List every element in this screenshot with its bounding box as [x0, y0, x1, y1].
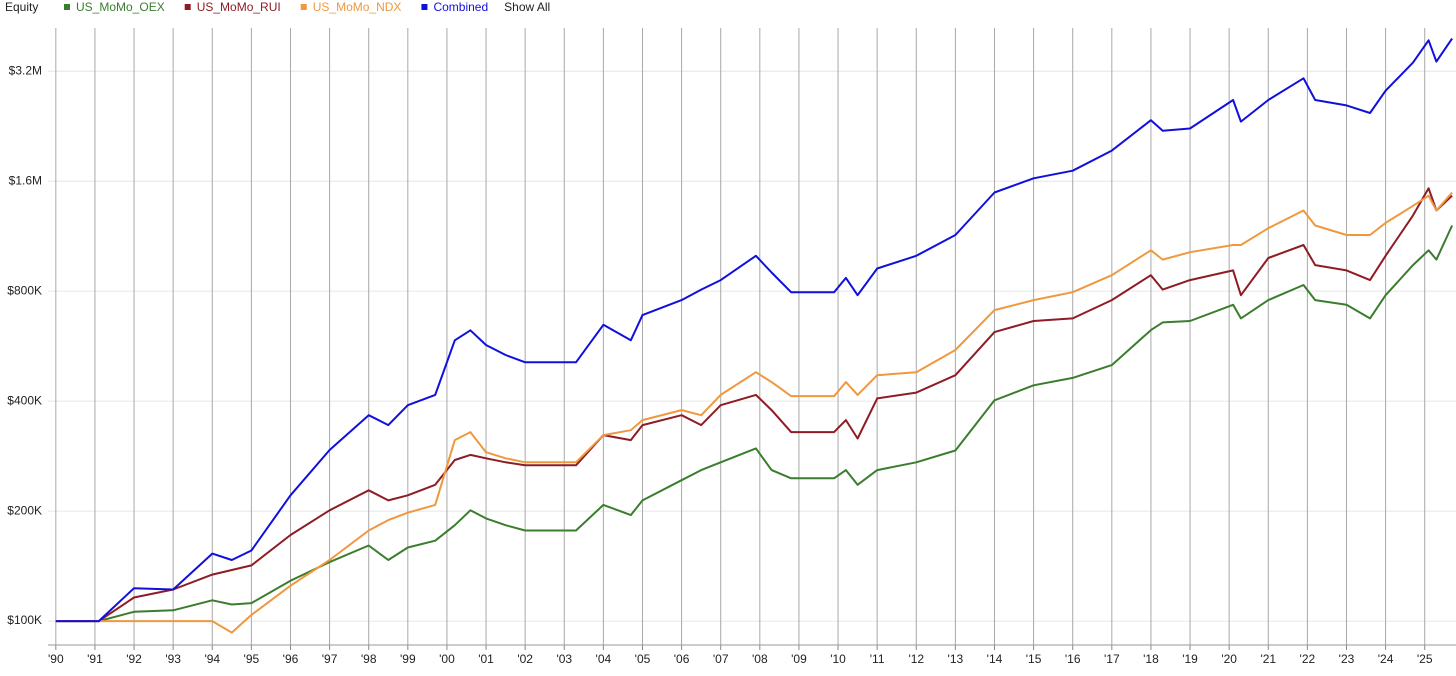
x-tick-label: '11: [870, 652, 885, 666]
y-tick-label: $800K: [7, 283, 42, 297]
x-tick-label: '08: [752, 652, 768, 666]
x-tick-label: '02: [517, 652, 533, 666]
x-tick-label: '01: [478, 652, 494, 666]
x-tick-label: '14: [987, 652, 1003, 666]
x-tick-label: '05: [635, 652, 651, 666]
x-tick-label: '04: [596, 652, 612, 666]
x-tick-label: '98: [361, 652, 377, 666]
legend-swatch: [300, 4, 307, 10]
legend-item[interactable]: US_MoMo_OEX: [76, 0, 165, 14]
legend-swatch: [421, 4, 428, 10]
x-tick-label: '22: [1300, 652, 1316, 666]
chart-title: Equity: [5, 0, 38, 14]
x-tick-label: '92: [126, 652, 142, 666]
show-all-button[interactable]: Show All: [504, 0, 550, 14]
y-tick-label: $100K: [7, 613, 42, 627]
x-tick-label: '95: [244, 652, 260, 666]
x-tick-label: '91: [87, 652, 103, 666]
x-tick-label: '00: [439, 652, 455, 666]
y-tick-label: $1.6M: [9, 173, 42, 187]
legend-swatch: [184, 4, 191, 10]
x-tick-label: '21: [1260, 652, 1276, 666]
x-tick-label: '07: [713, 652, 729, 666]
x-tick-label: '18: [1143, 652, 1159, 666]
series-line: [55, 38, 1453, 623]
x-tick-label: '10: [830, 652, 846, 666]
legend-swatch: [64, 4, 70, 10]
series-line: [55, 187, 1453, 623]
y-tick-label: $200K: [7, 503, 42, 517]
x-tick-label: '16: [1065, 652, 1081, 666]
legend-item[interactable]: Combined: [433, 0, 488, 14]
x-tick-label: '09: [791, 652, 807, 666]
y-tick-label: $3.2M: [9, 63, 42, 77]
y-tick-label: $400K: [7, 393, 42, 407]
x-tick-label: '90: [48, 652, 64, 666]
legend-item[interactable]: US_MoMo_NDX: [313, 0, 402, 14]
series-line: [55, 191, 1453, 634]
x-tick-label: '13: [948, 652, 964, 666]
x-tick-label: '24: [1378, 652, 1394, 666]
x-tick-label: '96: [283, 652, 299, 666]
series-line: [55, 225, 1454, 623]
x-tick-label: '12: [908, 652, 924, 666]
x-tick-label: '03: [556, 652, 572, 666]
x-tick-label: '94: [204, 652, 220, 666]
x-tick-label: '25: [1417, 652, 1433, 666]
x-tick-label: '99: [400, 652, 416, 666]
legend-item[interactable]: US_MoMo_RUI: [197, 0, 281, 14]
x-tick-label: '93: [165, 652, 181, 666]
x-tick-label: '06: [674, 652, 690, 666]
x-tick-label: '20: [1221, 652, 1237, 666]
x-tick-label: '17: [1104, 652, 1120, 666]
x-tick-label: '19: [1182, 652, 1198, 666]
x-tick-label: '15: [1026, 652, 1042, 666]
x-tick-label: '23: [1339, 652, 1355, 666]
x-tick-label: '97: [322, 652, 338, 666]
